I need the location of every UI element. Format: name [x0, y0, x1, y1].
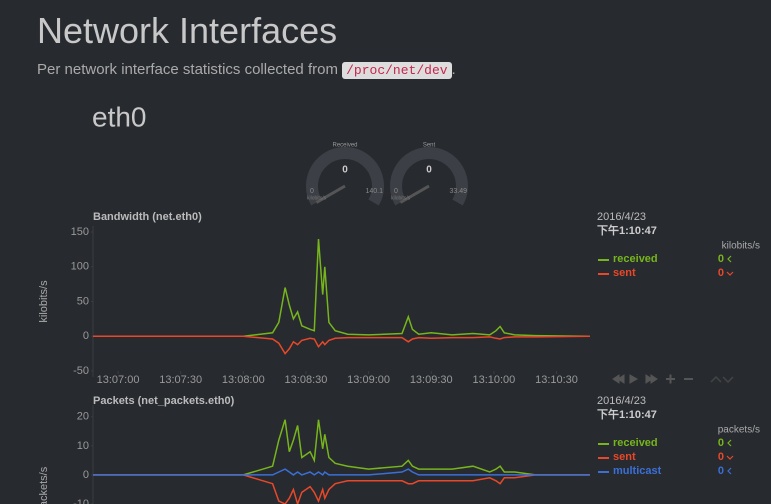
legend-value: 0 [718, 437, 724, 449]
legend-value: 0 [718, 267, 724, 279]
period: . [451, 61, 456, 78]
subtitle-text: Per network interface statistics collect… [37, 61, 338, 78]
gauge-label: Received [332, 143, 357, 149]
legend-units: kilobits/s [722, 241, 760, 252]
legend-time: 下午1:10:47 [597, 223, 657, 237]
chart-title: Bandwidth (net.eth0) [93, 211, 202, 223]
legend-name: received [613, 437, 658, 449]
y-tick-label: 150 [71, 226, 89, 238]
series-line [93, 468, 590, 476]
legend-time: 下午1:10:47 [597, 407, 657, 421]
legend-name: sent [613, 451, 636, 463]
legend-units: packets/s [718, 425, 760, 436]
zoom-in[interactable] [666, 374, 675, 384]
x-tick-label: 13:09:00 [347, 374, 390, 386]
series-line [93, 335, 590, 355]
y-tick-label: 20 [77, 411, 89, 423]
legend-value: 0 [718, 451, 724, 463]
x-tick-label: 13:07:30 [159, 374, 202, 386]
legend-arrow [727, 255, 732, 263]
legend-arrow [726, 455, 734, 460]
legend-value: 0 [718, 465, 724, 477]
gauge-max: 33.49 [449, 188, 467, 195]
gauge-value: 0 [342, 165, 348, 176]
x-tick-label: 13:07:00 [97, 374, 140, 386]
chart-title: Packets (net_packets.eth0) [93, 395, 235, 407]
y-tick-label: 0 [83, 469, 89, 481]
gauge-arc [390, 147, 468, 206]
gauge-arc [306, 147, 384, 206]
legend-arrow [727, 467, 732, 475]
y-axis-label: kilobits/s [38, 280, 50, 323]
toolbar[interactable] [612, 374, 734, 384]
legend-date: 2016/4/23 [597, 211, 646, 223]
x-tick-label: 13:08:00 [222, 374, 265, 386]
legend-date: 2016/4/23 [597, 395, 646, 407]
y-tick-label: 100 [71, 261, 89, 273]
y-axis-label: packets/s [38, 466, 50, 504]
section-title: eth0 [92, 101, 147, 132]
legend-name: sent [613, 267, 636, 279]
legend-value: 0 [718, 253, 724, 265]
y-tick-label: 10 [77, 440, 89, 452]
x-tick-label: 13:10:30 [535, 374, 578, 386]
resize-down[interactable] [722, 376, 734, 384]
gauge-min: 0 [394, 188, 398, 195]
x-tick-label: 13:08:30 [285, 374, 328, 386]
subtitle: Per network interface statistics collect… [37, 61, 456, 79]
y-tick-label: 50 [77, 295, 89, 307]
series-line [93, 238, 590, 338]
gauge-max: 140.1 [365, 188, 383, 195]
x-tick-label: 13:10:00 [472, 374, 515, 386]
legend-arrow [727, 439, 732, 447]
series-line [93, 419, 590, 476]
legend-name: received [613, 253, 658, 265]
gauge-needle [315, 184, 346, 204]
gauge-units: kilobits/s [307, 195, 327, 201]
legend-name: multicast [613, 465, 662, 477]
page-title: Network Interfaces [37, 10, 338, 51]
pan-left[interactable] [617, 374, 625, 384]
legend-arrow [726, 271, 734, 276]
y-tick-label: -10 [73, 498, 89, 504]
x-tick-label: 13:09:30 [410, 374, 453, 386]
play[interactable] [629, 374, 639, 384]
gauge-label: Sent [423, 143, 436, 149]
gauge-units: kilobits/s [391, 195, 411, 201]
series-line [93, 474, 590, 504]
y-tick-label: -50 [73, 365, 89, 377]
pan-right[interactable] [650, 374, 658, 384]
gauge-min: 0 [310, 188, 314, 195]
code: /proc/net/dev [342, 62, 452, 79]
resize-up[interactable] [710, 375, 722, 383]
gauge-needle [399, 184, 430, 204]
gauge-value: 0 [426, 165, 432, 176]
pan-right[interactable] [645, 374, 653, 384]
y-tick-label: 0 [83, 330, 89, 342]
